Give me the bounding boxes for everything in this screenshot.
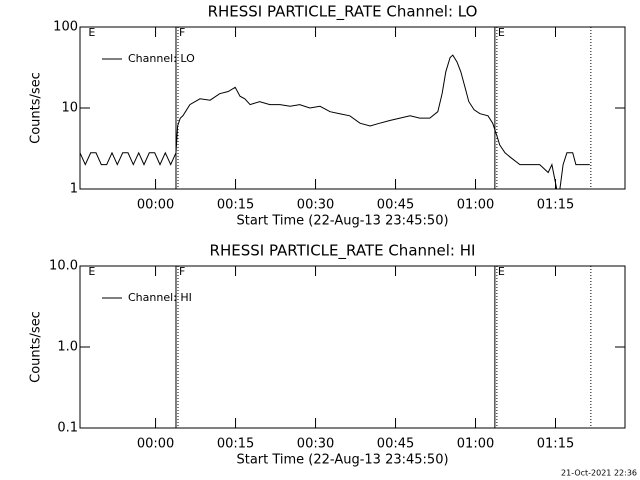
x-tick-label: 01:15 bbox=[537, 437, 574, 452]
y-tick-label: 10.0 bbox=[49, 259, 78, 274]
x-axis-label: Start Time (22-Aug-13 23:45:50) bbox=[236, 453, 448, 468]
x-tick-label: 00:00 bbox=[137, 198, 174, 213]
timestamp: 21-Oct-2021 22:36 bbox=[561, 469, 637, 478]
plot-title: RHESSI PARTICLE_RATE Channel: HI bbox=[210, 242, 476, 261]
marker-label: E bbox=[498, 265, 505, 278]
x-tick-label: 01:00 bbox=[457, 437, 494, 452]
marker-label: E bbox=[88, 26, 95, 39]
y-tick-label: 0.1 bbox=[57, 421, 78, 436]
y-axis-label: Counts/sec bbox=[29, 72, 44, 144]
y-tick-label: 100 bbox=[53, 20, 78, 35]
y-axis-label: Counts/sec bbox=[29, 311, 44, 383]
x-tick-label: 01:00 bbox=[457, 198, 494, 213]
y-tick-label: 1.0 bbox=[57, 340, 78, 355]
marker-label: E bbox=[88, 265, 95, 278]
marker-label: F bbox=[179, 26, 185, 39]
x-axis-label: Start Time (22-Aug-13 23:45:50) bbox=[236, 214, 448, 229]
y-tick-label: 10 bbox=[61, 101, 78, 116]
marker-label: F bbox=[179, 265, 185, 278]
legend-label: Channel: LO bbox=[128, 52, 195, 65]
marker-label: E bbox=[498, 26, 505, 39]
x-tick-label: 00:15 bbox=[217, 198, 254, 213]
y-tick-label: 1 bbox=[70, 182, 78, 197]
data-line bbox=[79, 54, 590, 190]
plot-frame bbox=[79, 265, 626, 429]
x-tick-label: 00:30 bbox=[297, 437, 334, 452]
x-tick-label: 00:45 bbox=[377, 198, 414, 213]
x-tick-label: 00:30 bbox=[297, 198, 334, 213]
x-tick-label: 01:15 bbox=[537, 198, 574, 213]
x-tick-label: 00:15 bbox=[217, 437, 254, 452]
legend-label: Channel: HI bbox=[128, 291, 192, 304]
plot-title: RHESSI PARTICLE_RATE Channel: LO bbox=[208, 3, 478, 22]
x-tick-label: 00:00 bbox=[137, 437, 174, 452]
plot-frame bbox=[79, 26, 626, 190]
x-tick-label: 00:45 bbox=[377, 437, 414, 452]
